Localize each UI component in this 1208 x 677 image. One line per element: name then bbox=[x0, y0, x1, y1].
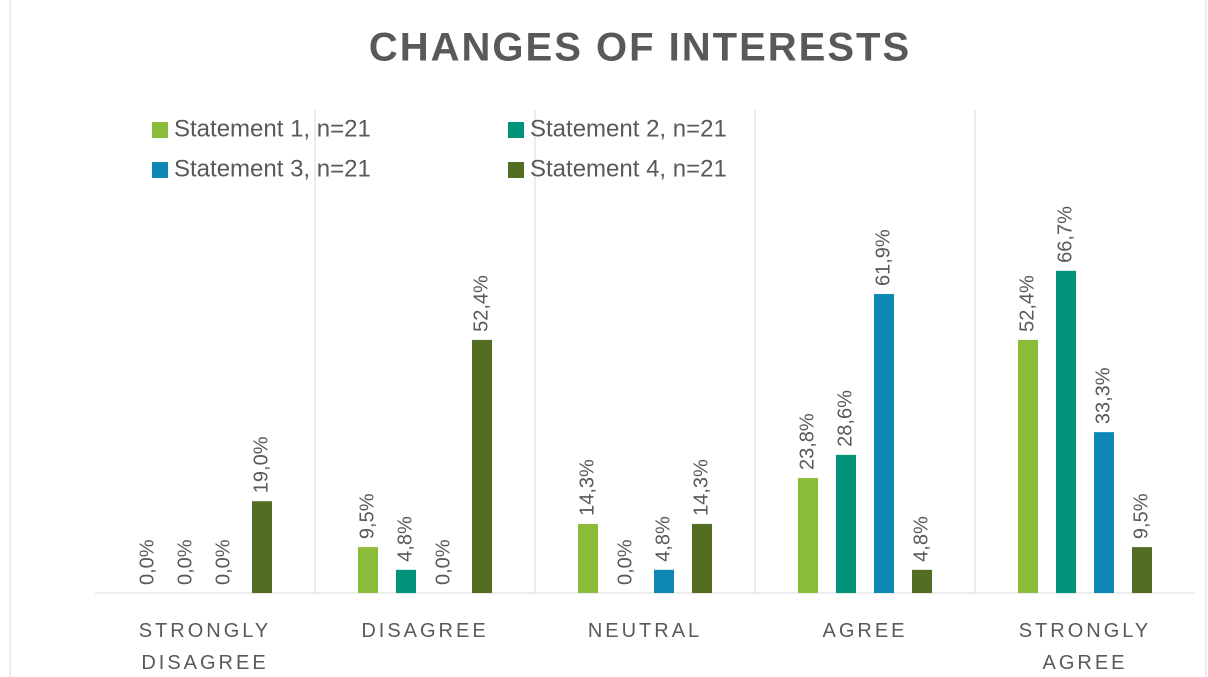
data-label: 4,8% bbox=[394, 516, 416, 562]
bar bbox=[396, 569, 416, 593]
legend-swatch bbox=[508, 122, 524, 138]
chart-title: CHANGES OF INTERESTS bbox=[369, 26, 911, 70]
legend-label: Statement 1, n=21 bbox=[174, 115, 371, 142]
legend-label: Statement 2, n=21 bbox=[530, 115, 727, 142]
data-label: 9,5% bbox=[1130, 493, 1152, 539]
legend-label: Statement 3, n=21 bbox=[174, 155, 371, 182]
data-label: 4,8% bbox=[910, 516, 932, 562]
x-tick-label: AGREE bbox=[822, 620, 907, 642]
data-label: 52,4% bbox=[470, 275, 492, 332]
data-label: 9,5% bbox=[356, 493, 378, 539]
legend-swatch bbox=[152, 122, 168, 138]
bar bbox=[578, 523, 598, 593]
data-label: 14,3% bbox=[690, 459, 712, 516]
data-label: 4,8% bbox=[652, 516, 674, 562]
bar bbox=[798, 478, 818, 593]
data-label: 0,0% bbox=[614, 539, 636, 585]
x-tick-label: STRONGLY DISAGREE bbox=[139, 620, 272, 674]
data-label: 19,0% bbox=[250, 436, 272, 493]
bar bbox=[874, 294, 894, 593]
legend-swatch bbox=[152, 162, 168, 178]
bar bbox=[1018, 339, 1038, 593]
data-label: 52,4% bbox=[1016, 275, 1038, 332]
bar bbox=[472, 339, 492, 593]
bar bbox=[252, 501, 272, 593]
bar bbox=[912, 569, 932, 593]
x-tick-label: DISAGREE bbox=[361, 620, 488, 642]
bar bbox=[692, 523, 712, 593]
data-label: 28,6% bbox=[834, 390, 856, 447]
data-label: 0,0% bbox=[432, 539, 454, 585]
bar bbox=[836, 454, 856, 593]
bar bbox=[1132, 547, 1152, 593]
bar bbox=[654, 569, 674, 593]
data-label: 23,8% bbox=[796, 413, 818, 470]
legend-swatch bbox=[508, 162, 524, 178]
data-label: 0,0% bbox=[212, 539, 234, 585]
bar bbox=[358, 547, 378, 593]
chart-border bbox=[9, 0, 1207, 677]
data-label: 14,3% bbox=[576, 459, 598, 516]
data-label: 61,9% bbox=[872, 229, 894, 286]
data-label: 0,0% bbox=[136, 539, 158, 585]
data-label: 33,3% bbox=[1092, 367, 1114, 424]
bar bbox=[1094, 432, 1114, 593]
bar bbox=[1056, 270, 1076, 593]
x-tick-label: STRONGLY AGREE bbox=[1019, 620, 1152, 674]
data-label: 0,0% bbox=[174, 539, 196, 585]
data-label: 66,7% bbox=[1054, 206, 1076, 263]
x-tick-label: NEUTRAL bbox=[588, 620, 702, 642]
legend-label: Statement 4, n=21 bbox=[530, 155, 727, 182]
